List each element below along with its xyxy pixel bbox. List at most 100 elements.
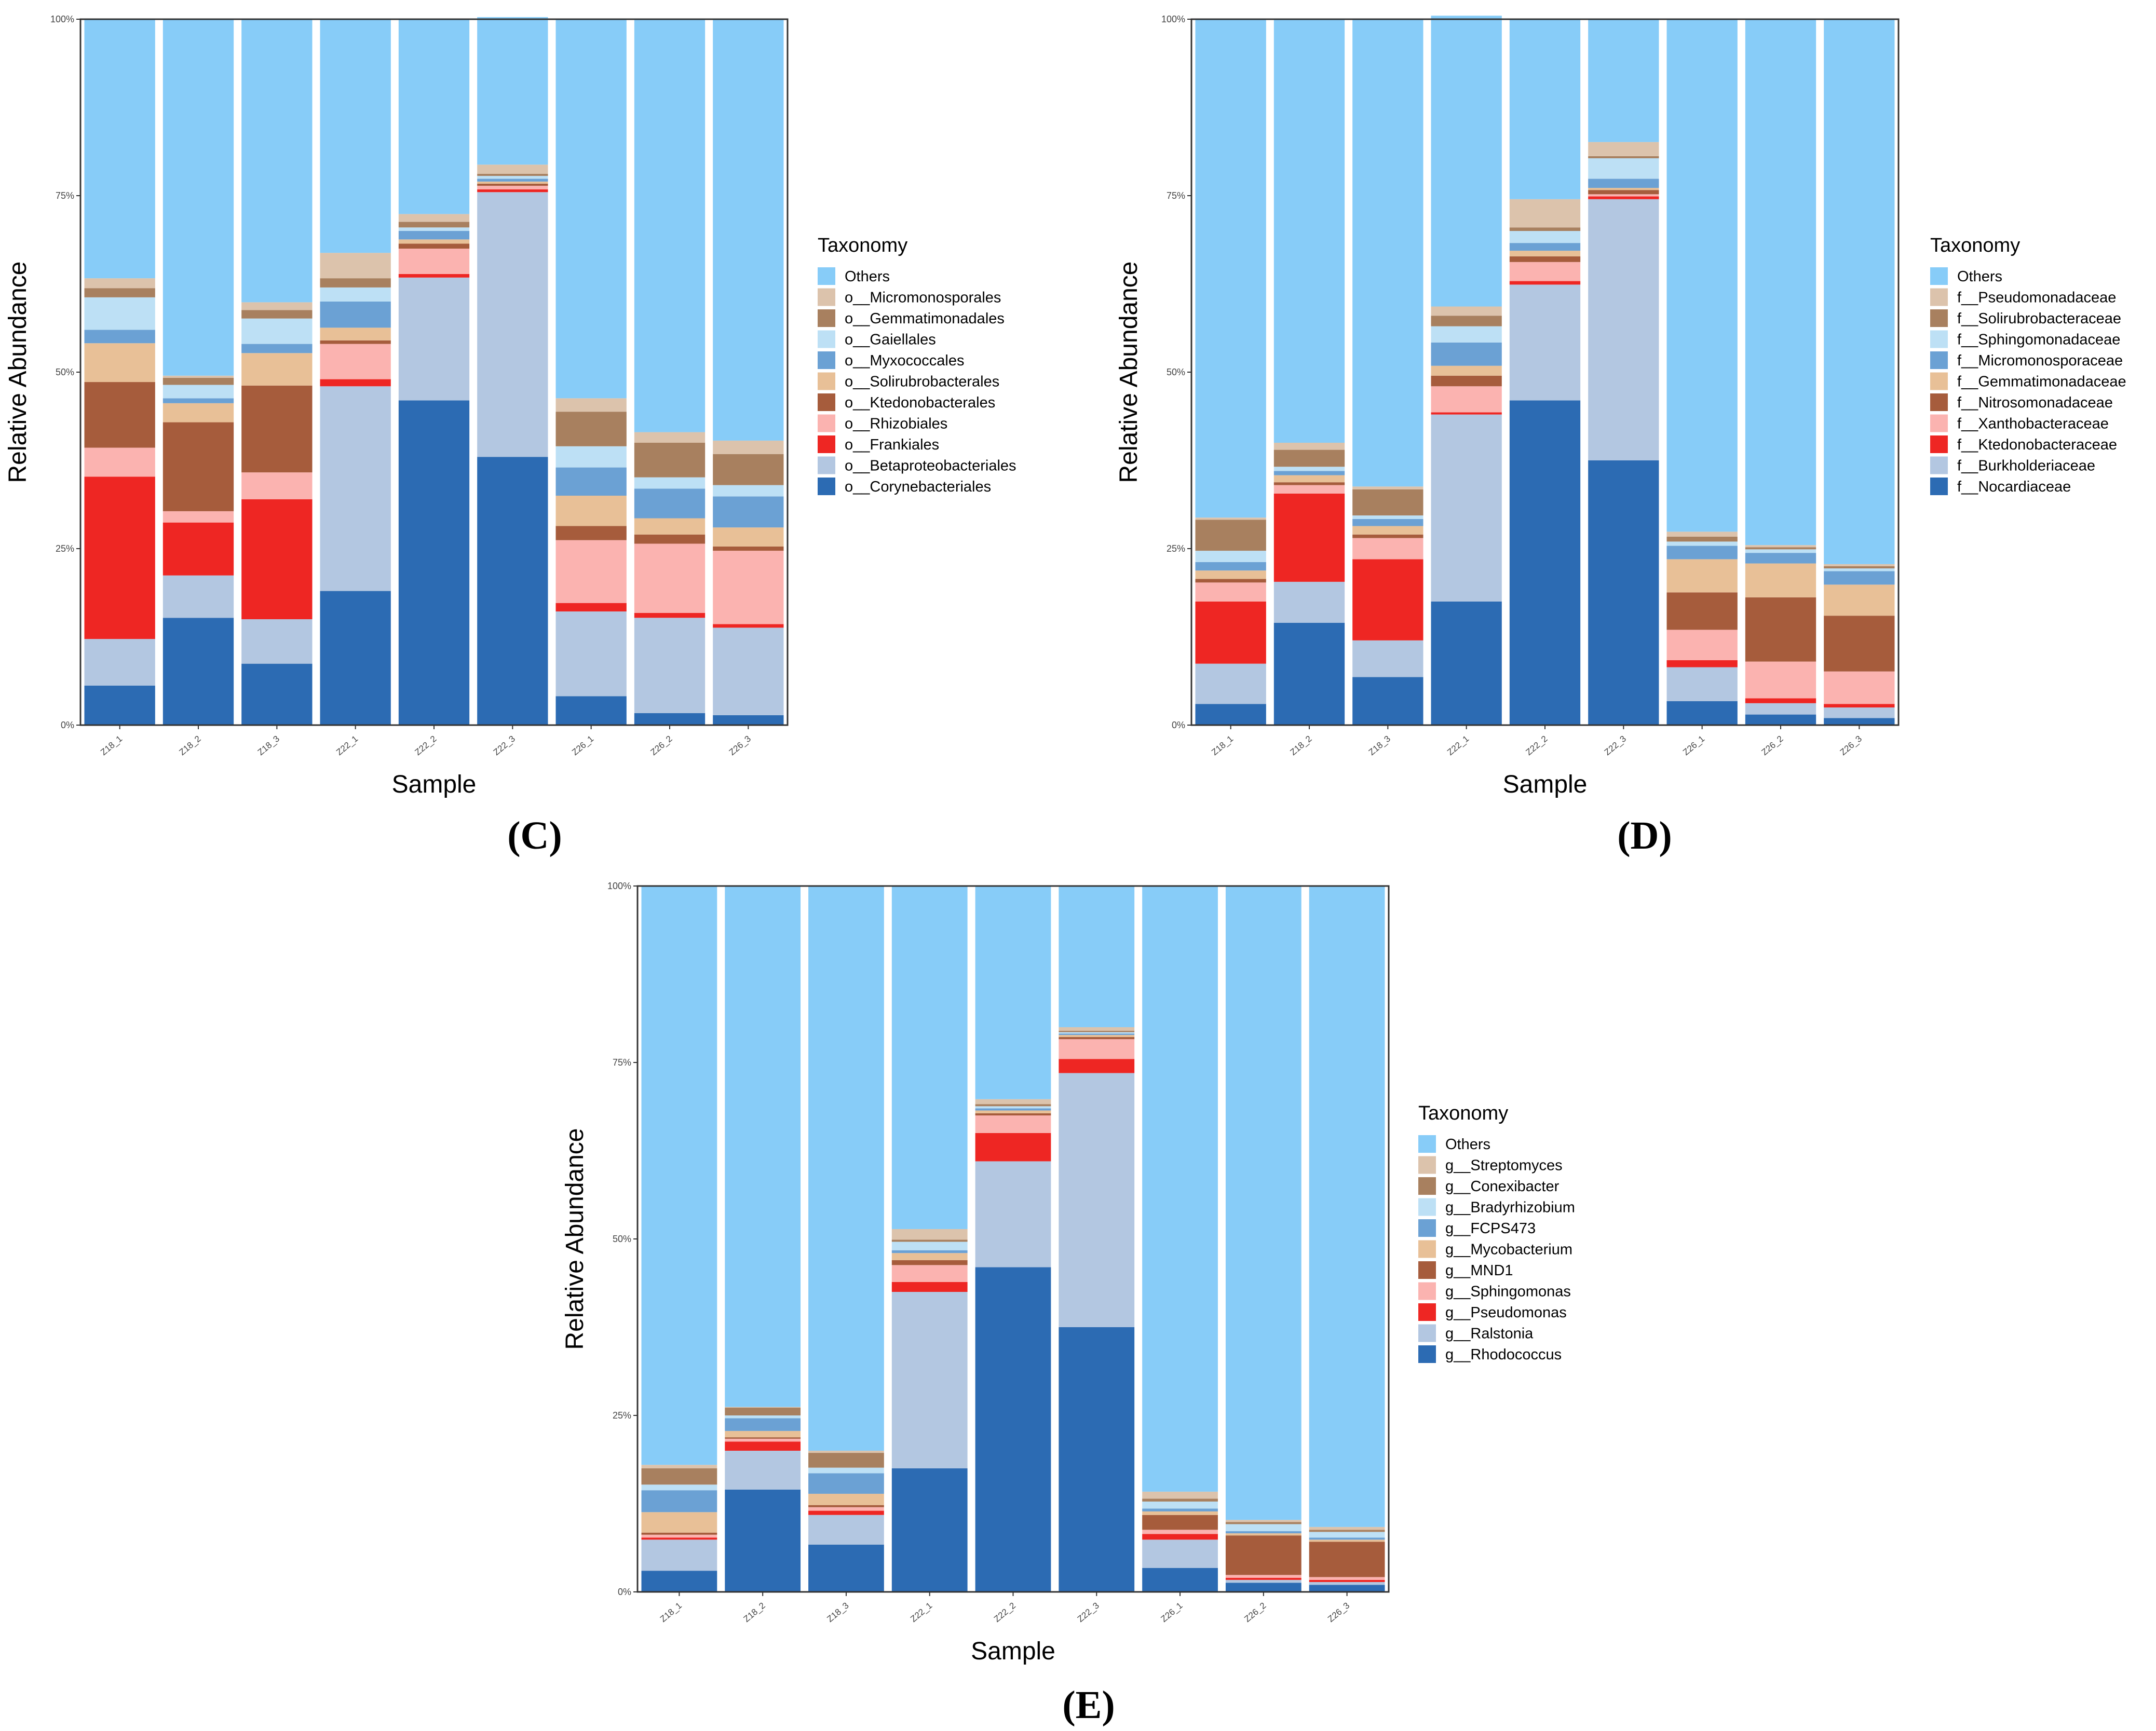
bar-segment-Z18_1-f-Ktedonobacteraceae (1195, 602, 1266, 664)
bar-segment-Z18_3-o-Frankiales (241, 499, 313, 619)
bar-segment-Z26_3-g-Mycobacterium (1309, 1539, 1385, 1542)
bar-segment-Z18_3-g-MND1 (808, 1505, 884, 1507)
bar-segment-Z26_1-f-Xanthobacteraceae (1666, 630, 1738, 660)
bar-segment-Z18_1-g-MND1 (641, 1532, 717, 1535)
legend-entry: g__Sphingomonas (1445, 1284, 1571, 1300)
bar-segment-Z22_3-f-Sphingomonadaceae (1588, 158, 1659, 179)
panel-label: (D) (1617, 814, 1672, 857)
bar-segment-Z26_3-o-Frankiales (713, 624, 784, 628)
bar-segment-Z18_2-f-Xanthobacteraceae (1273, 485, 1345, 494)
legend-title: Taxonomy (1418, 1102, 1508, 1124)
panel-label: (E) (1062, 1683, 1115, 1727)
bar-segment-Z26_1-g-Rhodococcus (1142, 1568, 1218, 1592)
bar-segment-Z22_2-g-MND1 (975, 1113, 1051, 1115)
bar-segment-Z22_2-o-Gaiellales (398, 227, 470, 231)
bar-segment-Z26_1-g-MND1 (1142, 1515, 1218, 1530)
bar-segment-Z22_2-f-Pseudomonadaceae (1509, 199, 1581, 228)
bar-segment-Z26_3-o-Rhizobiales (713, 551, 784, 624)
legend-swatch (1930, 456, 1948, 474)
bar-segment-Z18_2-o-Micromonosporales (162, 375, 234, 378)
legend-swatch (1418, 1135, 1436, 1153)
bar-segment-Z26_1-g-Sphingomonas (1142, 1530, 1218, 1534)
bar-segment-Z22_1-g-Conexibacter (891, 1239, 968, 1242)
bar-segment-Z26_3-o-Myxococcales (713, 496, 784, 528)
bar-segment-Z26_2-o-Frankiales (634, 612, 706, 618)
bar-segment-Z26_2-o-Micromonosporales (634, 432, 706, 443)
bar-segment-Z18_3-g-FCPS473 (808, 1473, 884, 1494)
bar-segment-Z26_1-o-Solirubrobacterales (555, 496, 627, 526)
bar-segment-Z18_3-Others (808, 886, 884, 1451)
bar-segment-Z26_2-o-Betaproteobacteriales (634, 618, 706, 713)
bar-segment-Z18_1-o-Frankiales (84, 476, 155, 639)
bar-segment-Z22_3-f-Xanthobacteraceae (1588, 194, 1659, 197)
legend-swatch (1418, 1219, 1436, 1237)
bar-segment-Z26_3-g-Ralstonia (1309, 1582, 1385, 1585)
legend-swatch (1418, 1177, 1436, 1195)
bar-segment-Z22_1-f-Sphingomonadaceae (1431, 326, 1502, 343)
bar-segment-Z26_2-g-Conexibacter (1225, 1522, 1301, 1524)
legend-entry: o__Rhizobiales (845, 416, 947, 432)
bar-segment-Z22_3-f-Ktedonobacteraceae (1588, 196, 1659, 199)
x-axis-title: Sample (1503, 771, 1588, 798)
bar-segment-Z18_1-f-Xanthobacteraceae (1195, 582, 1266, 602)
bar-segment-Z26_2-o-Ktedonobacterales (634, 534, 706, 544)
bar-segment-Z22_3-f-Burkholderiaceae (1588, 199, 1659, 460)
bar-segment-Z22_1-g-MND1 (891, 1260, 968, 1265)
bar-segment-Z18_1-f-Nitrosomonadaceae (1195, 579, 1266, 583)
bar-segment-Z26_3-g-FCPS473 (1309, 1537, 1385, 1540)
bar-segment-Z18_2-g-Mycobacterium (725, 1430, 801, 1438)
bar-segment-Z26_3-g-Rhodococcus (1309, 1585, 1385, 1592)
legend-title: Taxonomy (1930, 235, 2020, 256)
bar-segment-Z18_1-f-Nocardiaceae (1195, 704, 1266, 725)
bar-segment-Z18_3-o-Corynebacteriales (241, 663, 313, 725)
bar-segment-Z18_2-f-Gemmatimonadaceae (1273, 475, 1345, 483)
bar-segment-Z18_2-o-Ktedonobacterales (162, 422, 234, 511)
bar-segment-Z22_2-o-Gemmatimonadales (398, 222, 470, 228)
bar-segment-Z22_3-g-Conexibacter (1059, 1030, 1135, 1032)
bar-segment-Z26_3-f-Solirubrobacteraceae (1824, 566, 1895, 569)
bar-segment-Z26_2-f-Solirubrobacteraceae (1745, 547, 1816, 550)
legend-swatch (818, 435, 835, 453)
bar-segment-Z18_3-f-Pseudomonadaceae (1352, 486, 1423, 489)
legend-swatch (818, 414, 835, 432)
legend-entry: f__Burkholderiaceae (1957, 458, 2095, 474)
bar-segment-Z22_3-o-Gaiellales (477, 175, 548, 179)
bar-segment-Z22_1-g-Rhodococcus (891, 1468, 968, 1592)
bar-segment-Z22_2-f-Nocardiaceae (1509, 400, 1581, 725)
bar-segment-Z26_2-g-Pseudomonas (1225, 1577, 1301, 1580)
bar-segment-Z22_3-o-Ktedonobacterales (477, 183, 548, 186)
bar-segment-Z22_3-g-Sphingomonas (1059, 1039, 1135, 1059)
bar-segment-Z26_3-f-Xanthobacteraceae (1824, 671, 1895, 704)
bar-segment-Z26_1-o-Rhizobiales (555, 540, 627, 603)
bar-segment-Z18_3-Others (241, 19, 313, 303)
bar-segment-Z22_1-g-FCPS473 (891, 1250, 968, 1253)
y-tick-label: 25% (1167, 543, 1185, 554)
bar-segment-Z22_2-f-Gemmatimonadaceae (1509, 251, 1581, 256)
bar-segment-Z22_2-o-Micromonosporales (398, 214, 470, 222)
bar-segment-Z18_2-g-MND1 (725, 1437, 801, 1439)
bar-segment-Z18_3-g-Streptomyces (808, 1451, 884, 1453)
y-tick-label: 75% (613, 1057, 631, 1068)
bar-segment-Z22_3-o-Rhizobiales (477, 185, 548, 189)
bar-segment-Z26_1-o-Myxococcales (555, 467, 627, 496)
bar-segment-Z22_1-o-Gemmatimonadales (320, 278, 391, 288)
bar-segment-Z26_1-o-Corynebacteriales (555, 696, 627, 725)
bar-segment-Z26_1-g-Pseudomonas (1142, 1534, 1218, 1540)
x-axis-title: Sample (392, 771, 477, 798)
bar-segment-Z18_2-Others (1273, 19, 1345, 443)
bar-segment-Z22_2-o-Corynebacteriales (398, 400, 470, 725)
bar-segment-Z18_1-o-Corynebacteriales (84, 685, 155, 725)
bar-segment-Z22_1-o-Frankiales (320, 379, 391, 387)
legend-entry: o__Ktedonobacterales (845, 394, 995, 411)
legend-entry: Others (1445, 1136, 1490, 1153)
bar-segment-Z22_3-o-Micromonosporales (477, 165, 548, 174)
bar-segment-Z22_2-o-Ktedonobacterales (398, 243, 470, 249)
bar-segment-Z18_1-Others (1195, 19, 1266, 518)
bar-segment-Z22_1-o-Solirubrobacterales (320, 328, 391, 340)
bar-segment-Z18_2-o-Gemmatimonadales (162, 377, 234, 385)
bar-segment-Z22_1-f-Nitrosomonadaceae (1431, 375, 1502, 387)
legend-swatch (1418, 1156, 1436, 1174)
bar-segment-Z18_3-o-Gemmatimonadales (241, 310, 313, 319)
bar-segment-Z26_2-o-Rhizobiales (634, 543, 706, 613)
bar-segment-Z26_2-f-Burkholderiaceae (1745, 703, 1816, 715)
